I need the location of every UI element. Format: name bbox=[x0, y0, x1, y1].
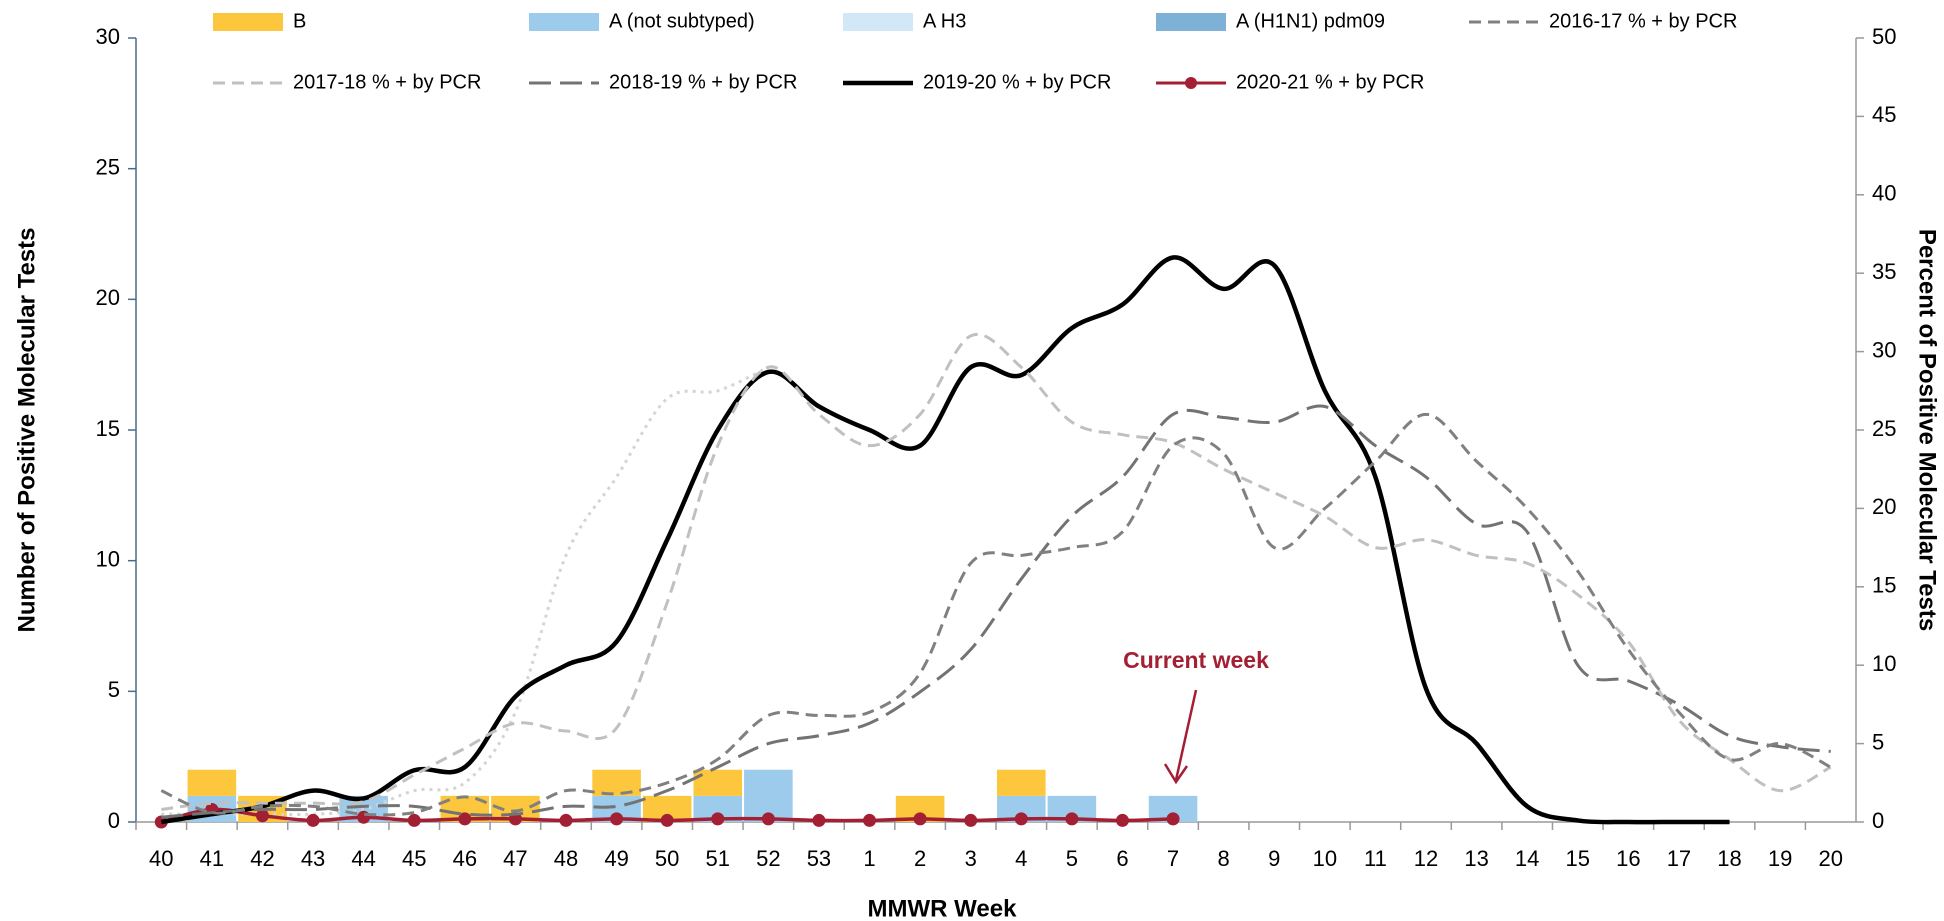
marker bbox=[559, 813, 573, 827]
x-tick-label: 1 bbox=[863, 846, 875, 871]
x-tick-label: 7 bbox=[1167, 846, 1179, 871]
legend-label: B bbox=[293, 10, 306, 32]
x-tick-label: 49 bbox=[604, 846, 628, 871]
x-tick-label: 48 bbox=[554, 846, 578, 871]
x-tick-label: 42 bbox=[250, 846, 274, 871]
marker bbox=[458, 812, 472, 826]
x-tick-label: 6 bbox=[1116, 846, 1128, 871]
legend-label: 2020-21 % + by PCR bbox=[1236, 71, 1424, 93]
y2-tick-label: 45 bbox=[1872, 102, 1896, 127]
marker bbox=[913, 812, 927, 826]
line bbox=[161, 332, 1832, 811]
x-tick-label: 20 bbox=[1818, 846, 1842, 871]
marker bbox=[964, 813, 978, 827]
y-tick-label: 5 bbox=[108, 677, 120, 702]
y2-tick-label: 40 bbox=[1872, 181, 1896, 206]
x-tick-label: 47 bbox=[503, 846, 527, 871]
legend-label: 2016-17 % + by PCR bbox=[1549, 10, 1737, 32]
x-tick-label: 9 bbox=[1268, 846, 1280, 871]
annotation-arrow bbox=[1174, 689, 1198, 781]
marker bbox=[660, 813, 674, 827]
x-tick-label: 19 bbox=[1768, 846, 1792, 871]
legend-swatch bbox=[843, 13, 913, 31]
marker bbox=[255, 809, 269, 823]
x-tick-label: 52 bbox=[756, 846, 780, 871]
y-tick-label: 10 bbox=[96, 546, 120, 571]
y2-tick-label: 25 bbox=[1872, 416, 1896, 441]
x-tick-label: 10 bbox=[1313, 846, 1337, 871]
bar bbox=[997, 769, 1046, 796]
y-tick-label: 25 bbox=[96, 154, 120, 179]
legend-swatch bbox=[1156, 13, 1226, 31]
x-tick-label: 8 bbox=[1218, 846, 1230, 871]
marker bbox=[1115, 813, 1129, 827]
bar bbox=[187, 769, 237, 796]
x-tick-label: 2 bbox=[914, 846, 926, 871]
x-tick-label: 43 bbox=[301, 846, 325, 871]
x-tick-label: 11 bbox=[1364, 846, 1387, 871]
x-tick-label: 15 bbox=[1566, 846, 1590, 871]
y2-tick-label: 35 bbox=[1872, 259, 1896, 284]
bar bbox=[592, 769, 641, 796]
marker bbox=[812, 813, 826, 827]
y2-tick-label: 15 bbox=[1872, 573, 1896, 598]
x-tick-label: 44 bbox=[351, 846, 375, 871]
annotation-arrowhead bbox=[1163, 763, 1189, 785]
y-tick-label: 0 bbox=[108, 808, 120, 833]
y2-axis-title: Percent of Positive Molecular Tests bbox=[1914, 229, 1941, 631]
marker bbox=[357, 810, 371, 824]
legend-marker bbox=[1185, 77, 1197, 89]
x-tick-label: 16 bbox=[1616, 846, 1640, 871]
y2-tick-label: 10 bbox=[1872, 651, 1896, 676]
marker bbox=[711, 812, 725, 826]
x-tick-label: 5 bbox=[1066, 846, 1078, 871]
marker bbox=[610, 812, 624, 826]
line bbox=[161, 404, 1831, 819]
line bbox=[160, 255, 1730, 825]
x-tick-label: 50 bbox=[655, 846, 679, 871]
annotation: Current week bbox=[1123, 647, 1269, 673]
x-tick-label: 45 bbox=[402, 846, 426, 871]
marker bbox=[407, 813, 421, 827]
x-tick-label: 18 bbox=[1717, 846, 1741, 871]
x-tick-label: 12 bbox=[1414, 846, 1438, 871]
line bbox=[160, 412, 1832, 817]
legend-label: 2019-20 % + by PCR bbox=[923, 71, 1111, 93]
y2-tick-label: 50 bbox=[1872, 24, 1896, 49]
x-tick-label: 14 bbox=[1515, 846, 1539, 871]
marker bbox=[863, 813, 877, 827]
y-axis-title: Number of Positive Molecular Tests bbox=[13, 228, 40, 633]
x-axis-title: MMWR Week bbox=[868, 895, 1018, 921]
x-tick-label: 46 bbox=[453, 846, 477, 871]
y2-tick-label: 0 bbox=[1872, 808, 1884, 833]
marker bbox=[306, 813, 320, 827]
y-tick-label: 20 bbox=[96, 285, 120, 310]
x-tick-label: 41 bbox=[200, 846, 224, 871]
legend-label: 2018-19 % + by PCR bbox=[609, 71, 797, 93]
y2-tick-label: 5 bbox=[1872, 729, 1884, 754]
marker bbox=[1014, 812, 1028, 826]
legend-swatch bbox=[529, 13, 599, 31]
x-tick-label: 13 bbox=[1464, 846, 1488, 871]
marker bbox=[1166, 812, 1180, 826]
x-tick-label: 17 bbox=[1667, 846, 1691, 871]
y2-tick-label: 20 bbox=[1872, 494, 1896, 519]
y2-tick-label: 30 bbox=[1872, 337, 1896, 362]
x-tick-label: 40 bbox=[149, 846, 173, 871]
legend-swatch bbox=[213, 13, 283, 31]
legend-label: 2017-18 % + by PCR bbox=[293, 71, 481, 93]
marker bbox=[761, 812, 775, 826]
x-tick-label: 53 bbox=[807, 846, 831, 871]
legend-label: A (H1N1) pdm09 bbox=[1236, 10, 1385, 32]
x-tick-label: 4 bbox=[1015, 846, 1027, 871]
legend-label: A H3 bbox=[923, 10, 966, 32]
y-tick-label: 15 bbox=[96, 416, 120, 441]
y-tick-label: 30 bbox=[96, 24, 120, 49]
x-tick-label: 3 bbox=[965, 846, 977, 871]
x-tick-label: 51 bbox=[706, 846, 730, 871]
legend-label: A (not subtyped) bbox=[609, 10, 755, 32]
marker bbox=[1065, 812, 1079, 826]
line bbox=[161, 365, 769, 817]
